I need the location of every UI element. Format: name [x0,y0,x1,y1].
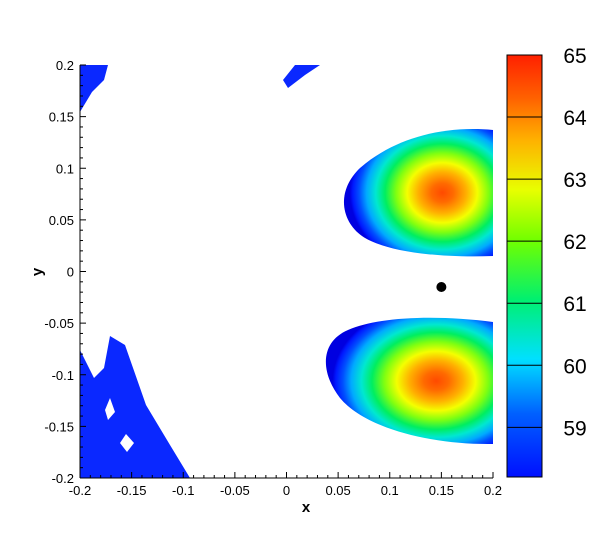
plot-area [80,65,493,478]
x-tick-label: -0.1 [172,483,194,498]
low-region-top-center [283,65,320,88]
colorbar-tick-label: 59 [563,417,586,440]
x-tick-label: 0.2 [484,483,502,498]
x-tick-label: -0.2 [69,483,91,498]
low-region-hole-2 [120,434,134,452]
x-axis-ticks: -0.2 -0.15 -0.1 -0.05 0 0.05 0.1 0.15 0.2 [69,472,502,498]
colorbar-ticks: 65 64 63 62 61 60 59 [507,45,587,440]
y-tick-label: 0 [67,265,74,280]
x-tick-label: -0.05 [220,483,250,498]
y-axis-ticks: 0.2 0.15 0.1 0.05 0 -0.05 -0.1 -0.15 -0.2 [44,58,86,486]
colorbar-tick-label: 61 [563,293,586,316]
colorbar-gradient [506,54,543,478]
low-region-hole-1 [105,398,115,420]
y-tick-label: 0.05 [49,213,74,228]
y-tick-label: 0.15 [49,110,74,125]
y-tick-label: -0.2 [52,471,74,486]
low-region-top-left [80,65,108,112]
y-tick-label: -0.05 [44,316,74,331]
upper-lobe [343,129,493,257]
x-tick-label: 0.1 [381,483,399,498]
x-tick-label: 0 [283,483,290,498]
low-region-bottom-left [80,336,190,478]
y-tick-label: -0.15 [44,419,74,434]
colorbar: 65 64 63 62 61 60 59 [506,45,587,478]
colorbar-tick-label: 62 [563,231,586,254]
y-tick-label: -0.1 [52,368,74,383]
x-axis-title: x [302,499,311,516]
y-tick-label: 0.1 [56,161,74,176]
colorbar-tick-label: 64 [563,107,587,130]
y-axis-title: y [29,267,46,276]
x-tick-label: 0.15 [429,483,454,498]
lower-lobe [325,317,493,445]
colorbar-tick-label: 63 [563,169,586,192]
y-tick-label: 0.2 [56,58,74,73]
colorbar-tick-label: 60 [563,355,586,378]
colorbar-tick-label: 65 [563,45,586,68]
marker-point [436,281,447,292]
x-tick-label: -0.15 [117,483,147,498]
x-tick-label: 0.05 [325,483,350,498]
